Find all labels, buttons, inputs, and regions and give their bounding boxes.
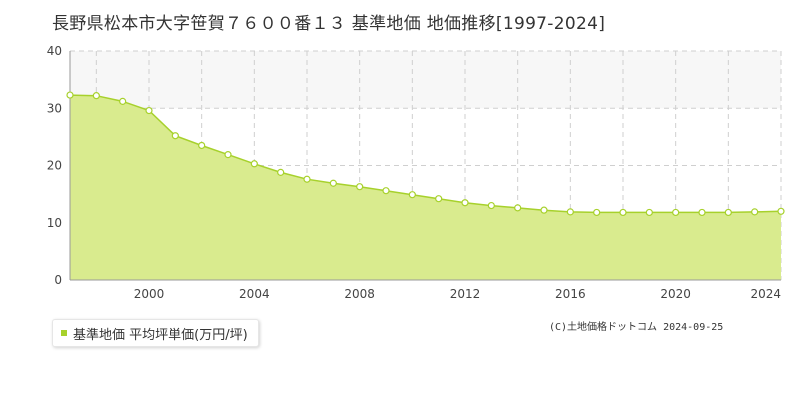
y-tick-label: 20 (47, 159, 62, 173)
data-point (698, 208, 706, 217)
chart-title: 長野県松本市大字笹賀７６００番１３ 基準地価 地価推移[1997-2024] (52, 14, 606, 34)
data-point (119, 97, 127, 105)
data-point (356, 183, 364, 191)
data-point (751, 208, 759, 216)
copyright-text: (C)土地価格ドットコム 2024-09-25 (549, 322, 724, 333)
y-tick-label: 30 (47, 101, 62, 115)
data-point (724, 208, 732, 217)
data-point (171, 132, 179, 140)
data-point (408, 191, 416, 199)
x-tick-label: 2012 (450, 287, 481, 301)
data-point (277, 168, 285, 176)
data-point (329, 179, 337, 187)
x-tick-label: 2020 (660, 287, 691, 301)
data-point (487, 201, 495, 210)
data-points (66, 91, 785, 217)
y-tick-label: 10 (47, 216, 62, 230)
data-point (250, 160, 258, 168)
legend-swatch (61, 330, 67, 336)
y-tick-label: 40 (47, 44, 62, 58)
line-series (69, 94, 782, 214)
data-point (540, 206, 548, 214)
data-point (777, 207, 785, 215)
data-point (435, 195, 443, 203)
x-tick-label: 2008 (344, 287, 375, 301)
data-point (92, 92, 100, 100)
area-series (70, 95, 781, 280)
y-tick-label: 0 (54, 273, 62, 287)
data-point (66, 91, 74, 99)
data-point (145, 106, 153, 115)
data-point (672, 208, 680, 217)
data-point (619, 208, 627, 217)
data-point (198, 141, 206, 150)
x-tick-label: 2004 (239, 287, 270, 301)
data-point (593, 208, 601, 217)
y-tick-labels: 0 10 20 30 40 (47, 44, 62, 287)
plot-band (70, 51, 781, 109)
x-tick-label: 2000 (134, 287, 165, 301)
x-tick-label: 2024 (750, 287, 781, 301)
data-point (382, 187, 390, 195)
legend: 基準地価 平均坪単価(万円/坪) (52, 319, 259, 347)
data-point (645, 208, 653, 217)
x-tick-label: 2016 (555, 287, 586, 301)
legend-label: 基準地価 平均坪単価(万円/坪) (73, 327, 248, 343)
data-point (514, 204, 522, 212)
data-point (303, 175, 311, 183)
data-point (461, 199, 469, 207)
data-point (566, 208, 574, 216)
data-point (224, 151, 232, 159)
x-tick-labels: 2000 2004 2008 2012 2016 2020 2024 (134, 287, 781, 301)
